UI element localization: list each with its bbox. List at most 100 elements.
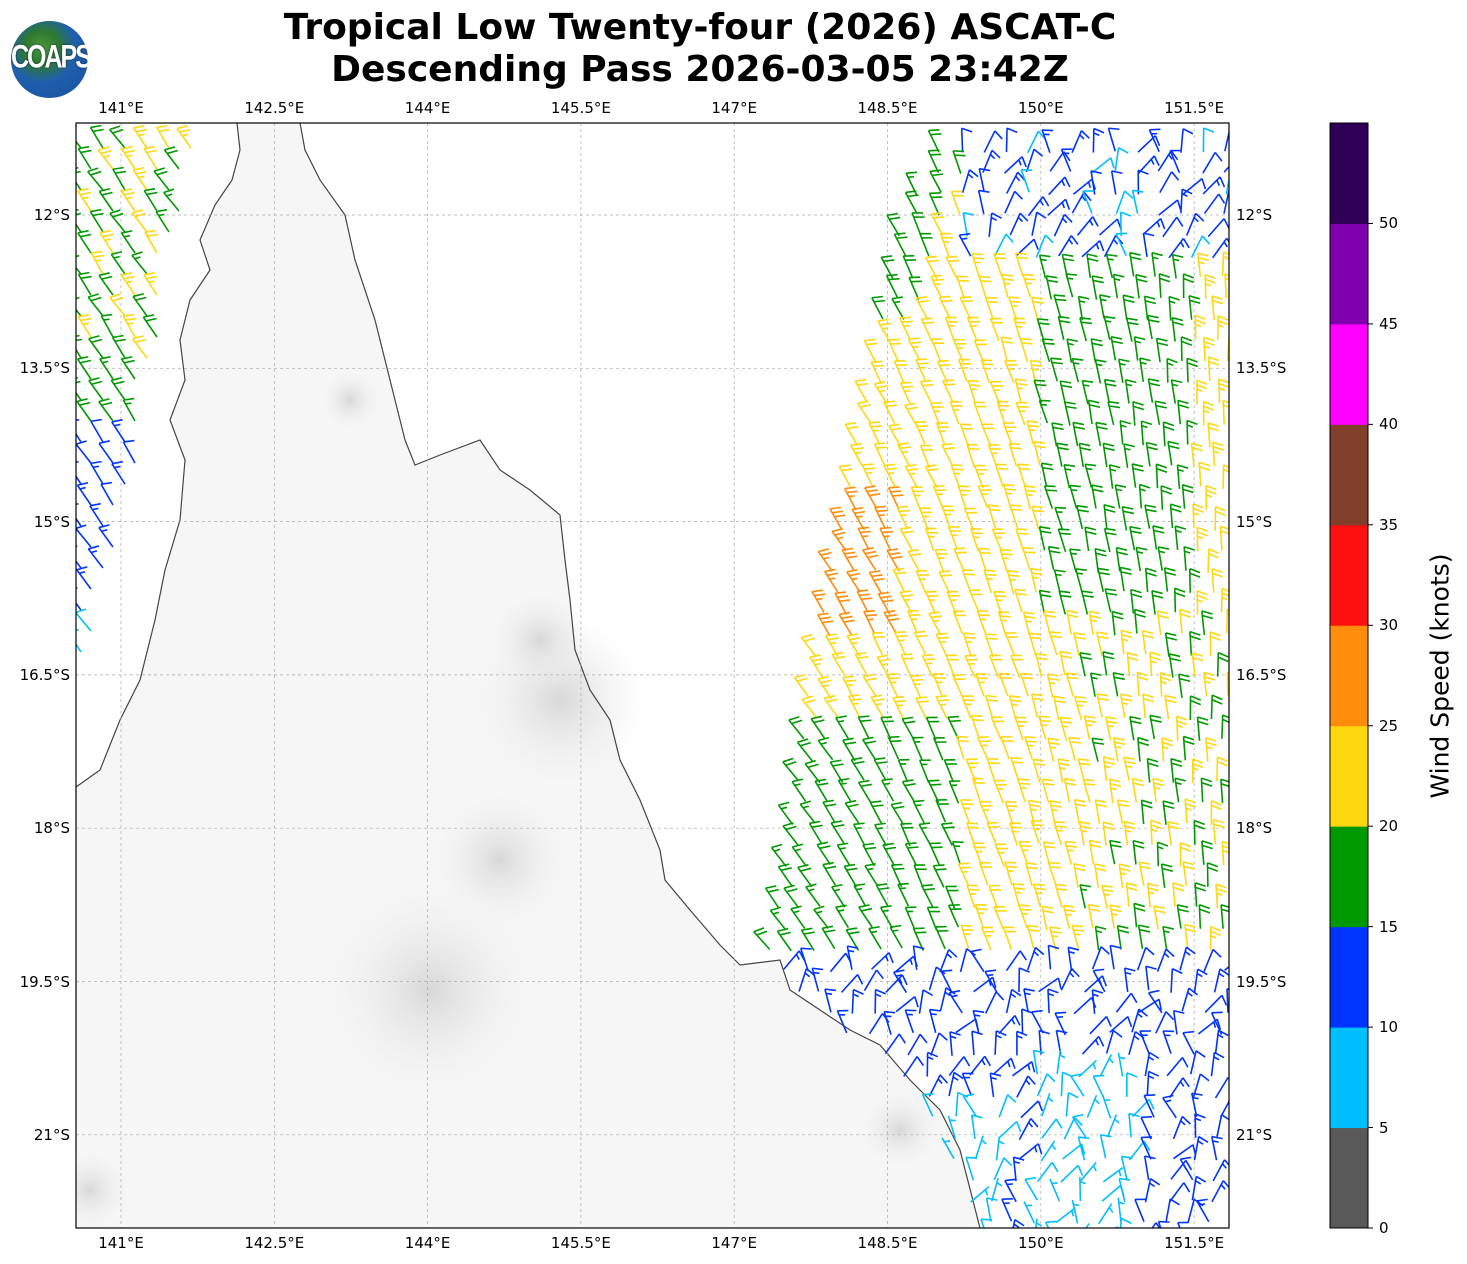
barb-feather (1061, 384, 1073, 389)
barb-feather (1143, 232, 1155, 237)
wind-barb (1004, 800, 1018, 825)
barb-feather (1119, 867, 1131, 872)
barb-staff (1108, 779, 1114, 804)
barb-feather (1072, 1113, 1084, 1118)
barb-feather (1014, 1219, 1025, 1227)
barb-half-feather (1006, 1183, 1014, 1186)
barb-feather (1073, 426, 1085, 430)
wind-barb (1005, 988, 1022, 1014)
barb-feather (862, 736, 874, 741)
wind-barb (1047, 988, 1059, 1014)
wind-barb (1204, 994, 1228, 1014)
wind-barb (76, 418, 82, 443)
barb-feather (90, 170, 102, 176)
wind-barb (928, 1008, 941, 1033)
chart-title-line1: Tropical Low Twenty-four (2026) ASCAT-C (283, 7, 1117, 48)
wind-barb (1058, 590, 1072, 615)
barb-feather (1168, 445, 1180, 450)
wind-barb (1108, 778, 1122, 804)
wind-barb (1188, 568, 1201, 593)
wind-barb (887, 338, 902, 363)
barb-feather (1069, 484, 1081, 488)
barb-feather (957, 739, 970, 743)
wind-barb (935, 798, 949, 823)
barb-half-feather (1186, 424, 1194, 428)
barb-staff (89, 462, 104, 485)
wind-barb (883, 463, 898, 488)
barb-staff (988, 885, 999, 909)
barb-feather (1055, 506, 1067, 510)
barb-staff (924, 465, 938, 488)
wind-barb (1182, 273, 1195, 298)
wind-barb (1211, 1180, 1229, 1203)
barb-staff (791, 846, 808, 867)
barb-feather (1222, 1180, 1229, 1189)
barb-feather (779, 931, 791, 936)
barb-feather (1194, 1113, 1206, 1119)
barb-staff (1086, 253, 1092, 278)
colorbar-tick-label: 0 (1379, 1219, 1389, 1237)
wind-barb (854, 652, 869, 676)
barb-staff (1075, 568, 1083, 593)
barb-half-feather (103, 154, 110, 158)
barb-half-feather (1134, 340, 1142, 344)
barb-staff (1079, 1176, 1082, 1202)
terrain-shading (430, 790, 570, 930)
wind-barb (1012, 882, 1026, 908)
barb-feather (975, 903, 987, 906)
barb-half-feather (1110, 787, 1117, 791)
barb-feather (1022, 547, 1034, 550)
barb-feather (1176, 199, 1182, 211)
wind-barb (1097, 567, 1110, 592)
wind-barb (1001, 273, 1015, 299)
wind-barb (1226, 671, 1229, 697)
barb-feather (1197, 720, 1209, 726)
wind-barb (870, 694, 885, 719)
barb-staff (1139, 1030, 1150, 1054)
barb-feather (995, 463, 1007, 466)
wind-barb (994, 1030, 1007, 1055)
wind-barb (1138, 998, 1163, 1013)
barb-staff (110, 379, 126, 401)
barb-staff (176, 127, 192, 149)
colorbar-tick-label: 10 (1379, 1018, 1399, 1037)
barb-staff (1060, 1164, 1079, 1183)
barb-feather (1185, 802, 1197, 808)
barb-feather (832, 763, 844, 767)
barb-feather (847, 803, 859, 808)
barb-feather (1065, 405, 1077, 410)
barb-feather (872, 631, 884, 635)
wind-barb (76, 355, 92, 380)
barb-half-feather (846, 684, 854, 687)
barb-feather (777, 927, 789, 933)
wind-barb (1193, 1135, 1209, 1161)
barb-staff (1063, 464, 1071, 489)
wind-barb (1102, 821, 1115, 846)
lon-tick-label-top: 142.5°E (244, 99, 305, 117)
barb-half-feather (823, 556, 830, 560)
barb-staff (1159, 672, 1163, 697)
barb-staff (1026, 947, 1037, 971)
barb-half-feather (1163, 930, 1170, 934)
wind-barb (1028, 632, 1042, 657)
barb-staff (100, 483, 114, 506)
barb-feather (76, 125, 78, 128)
barb-staff (1176, 904, 1182, 929)
barb-feather (1199, 1073, 1210, 1082)
barb-staff (890, 804, 905, 826)
barb-feather (1092, 488, 1104, 493)
wind-barb (959, 799, 974, 823)
barb-staff (987, 504, 997, 529)
wind-barb (1144, 1051, 1160, 1077)
wind-barb (939, 948, 958, 973)
wind-barb (850, 443, 864, 467)
wind-barb (1000, 735, 1014, 760)
barb-half-feather (1068, 950, 1075, 954)
barb-feather (76, 418, 80, 422)
wind-barb (1038, 525, 1052, 551)
wind-barb (1131, 777, 1145, 803)
barb-staff (1184, 799, 1188, 824)
barb-feather (1033, 148, 1044, 157)
barb-feather (1161, 863, 1173, 868)
barb-half-feather (1213, 1056, 1220, 1061)
